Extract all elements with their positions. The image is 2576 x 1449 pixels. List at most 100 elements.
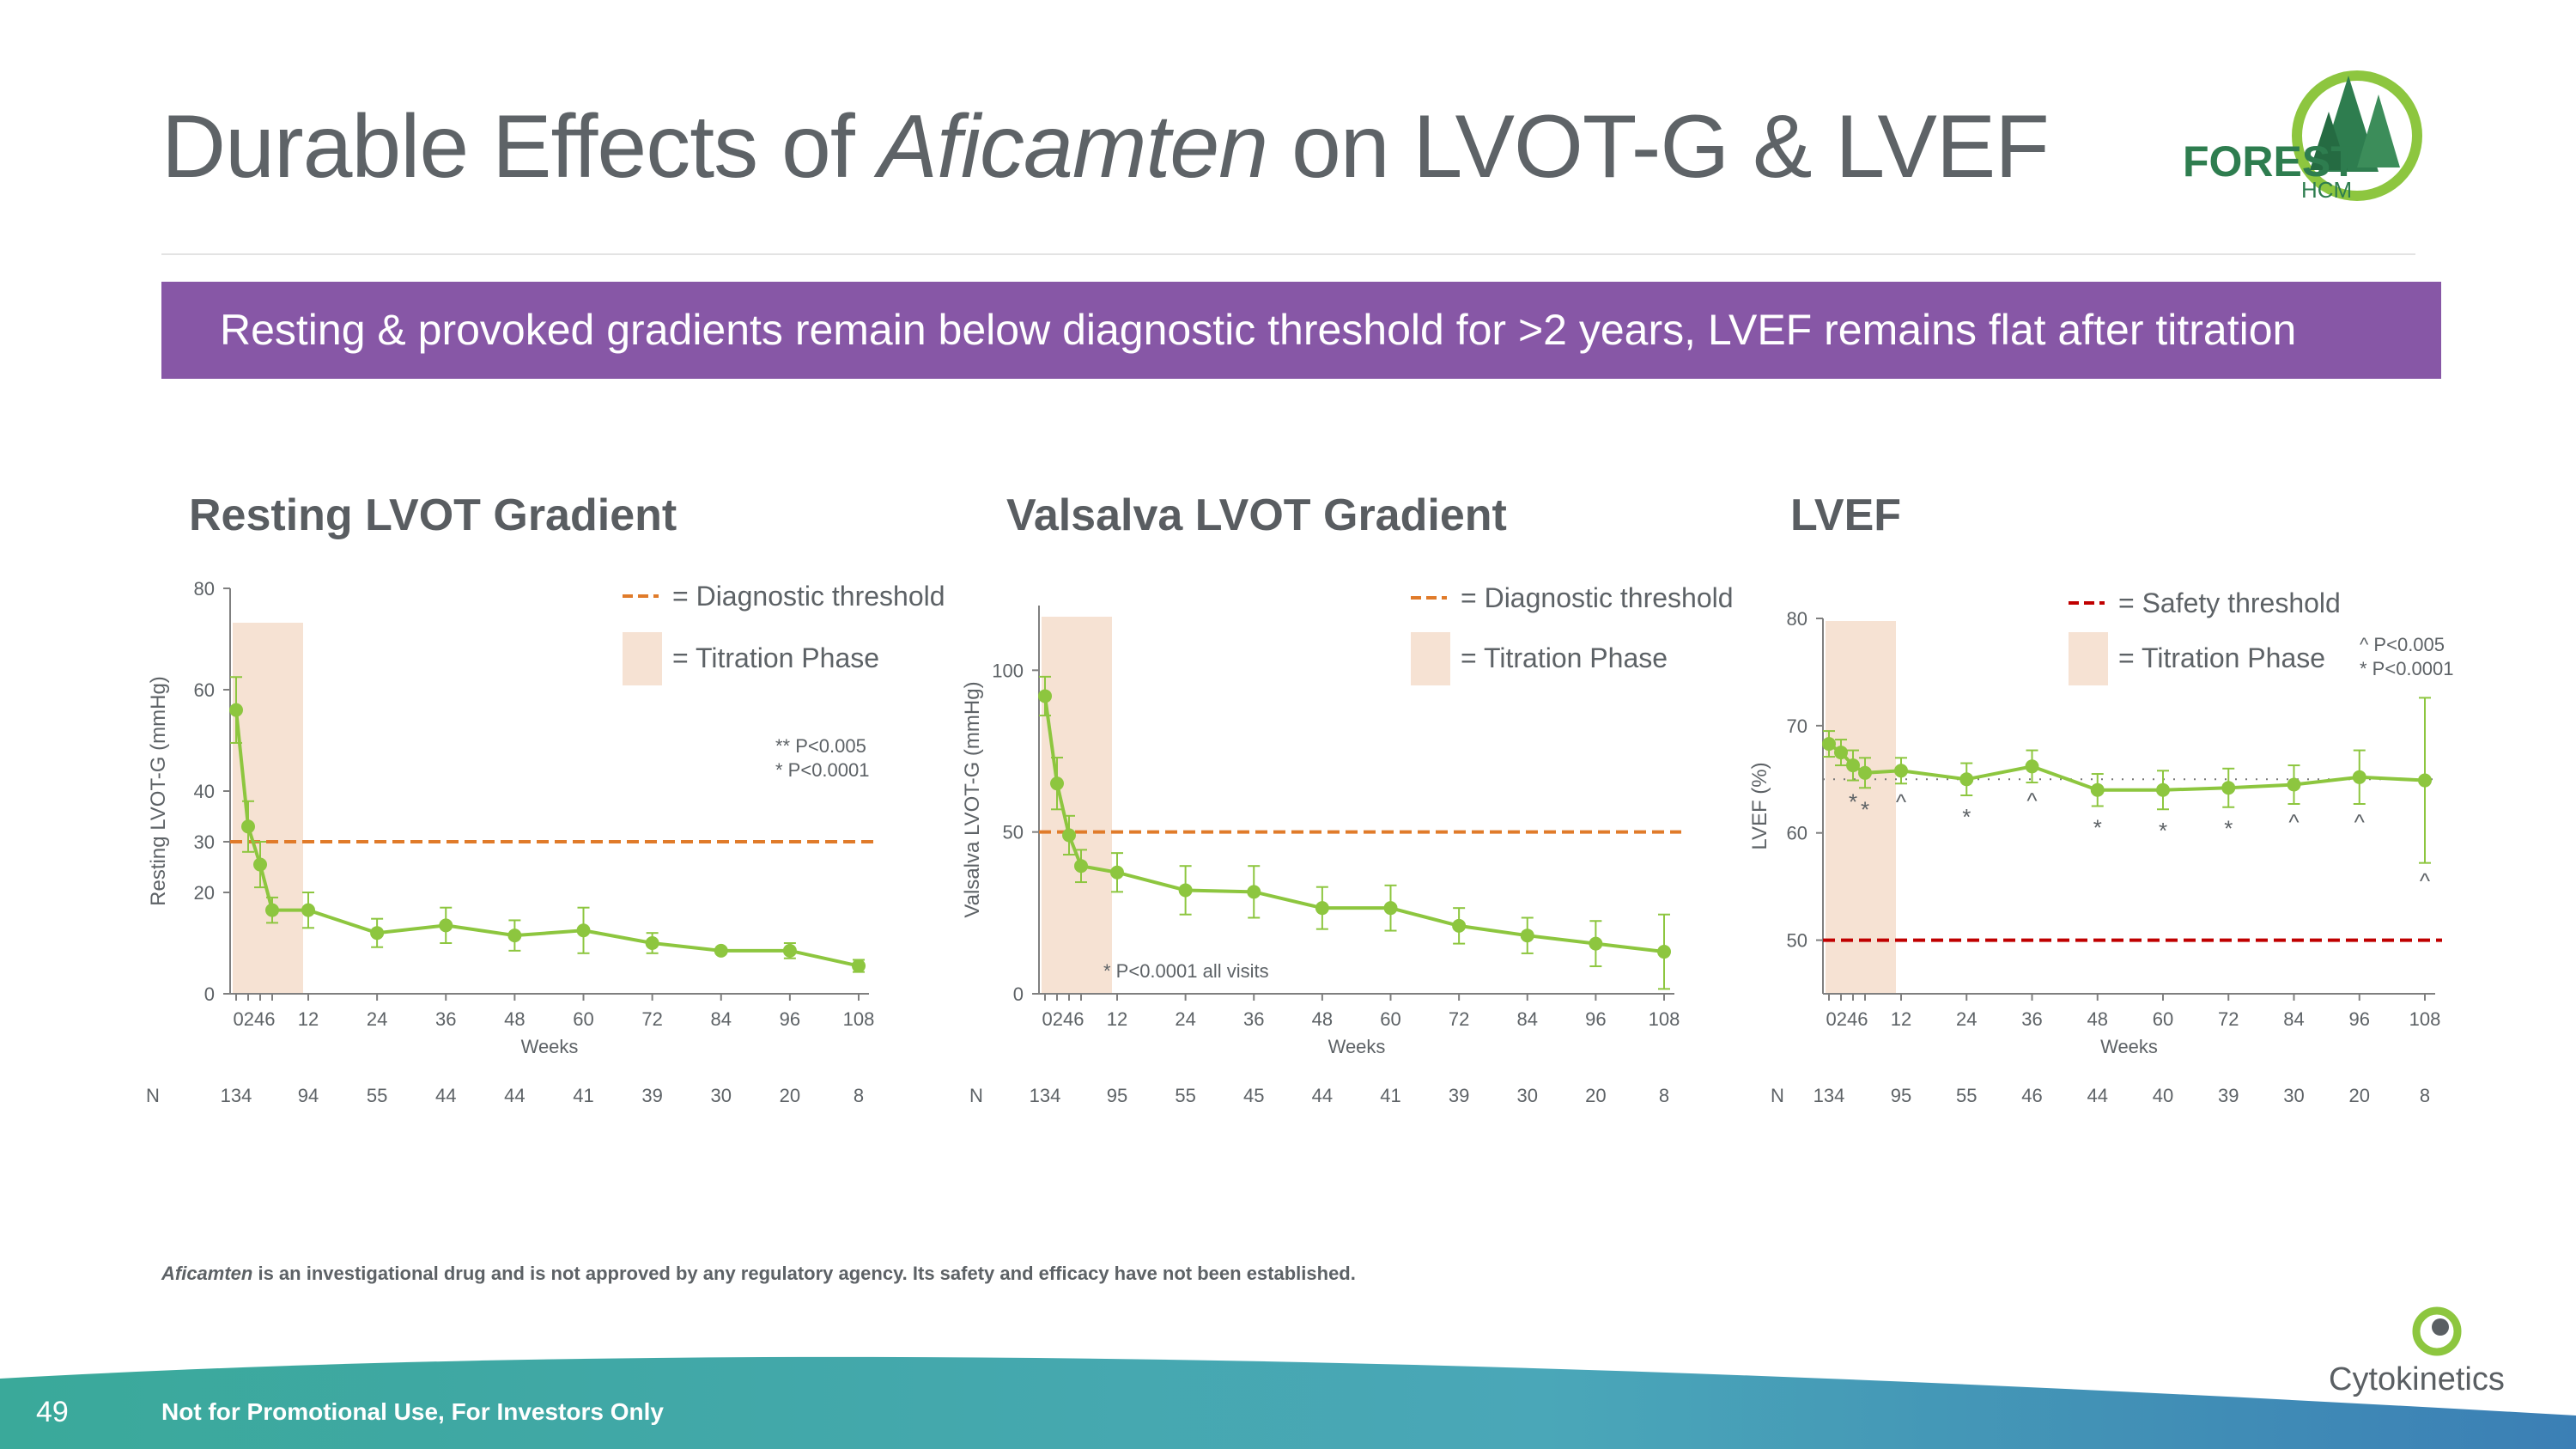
x-tick-label: 72 xyxy=(2218,1008,2239,1030)
significance-marker: * xyxy=(2159,818,2167,843)
data-point xyxy=(576,923,591,938)
data-point xyxy=(265,903,279,917)
data-point xyxy=(1050,776,1064,791)
data-point xyxy=(229,703,243,717)
n-value: 44 xyxy=(504,1085,525,1106)
legend-titration-swatch xyxy=(623,632,662,685)
x-tick-label: 0246 xyxy=(1042,1008,1084,1030)
significance-marker: ^ xyxy=(2354,809,2366,835)
n-value: 55 xyxy=(367,1085,387,1106)
x-tick-label: 60 xyxy=(2153,1008,2173,1030)
panel-title-resting: Resting LVOT Gradient xyxy=(189,490,677,540)
data-point xyxy=(1846,758,1860,773)
data-point xyxy=(439,918,453,933)
legend-titration-swatch xyxy=(2069,632,2108,685)
data-point xyxy=(507,928,522,943)
data-point xyxy=(1894,764,1908,778)
p-value-annotation: * P<0.0001 xyxy=(2360,658,2453,679)
x-tick-label: 48 xyxy=(504,1008,525,1030)
x-axis-label: Weeks xyxy=(1328,1036,1386,1057)
cytokinetics-logo-mark xyxy=(2412,1306,2462,1356)
disclaimer-footnote: Aficamten is an investigational drug and… xyxy=(161,1263,1356,1284)
legend-threshold-label: = Diagnostic threshold xyxy=(672,581,945,612)
n-value: 39 xyxy=(641,1085,662,1106)
forest-hcm-logo: FOREST HCM xyxy=(2183,70,2422,203)
data-point xyxy=(714,943,728,958)
significance-marker: ^ xyxy=(2026,788,2038,813)
svg-text:HCM: HCM xyxy=(2301,177,2352,203)
legend-threshold-label: = Safety threshold xyxy=(2118,588,2341,618)
title-divider xyxy=(161,253,2415,255)
y-tick-label: 60 xyxy=(194,679,215,701)
n-value: 44 xyxy=(1312,1085,1333,1106)
x-tick-label: 12 xyxy=(1891,1008,1911,1030)
n-value: 30 xyxy=(2283,1085,2304,1106)
n-value: 44 xyxy=(435,1085,456,1106)
y-axis-label: Valsalva LVOT-G (mmHg) xyxy=(961,681,984,917)
n-value: 20 xyxy=(2349,1085,2370,1106)
data-point xyxy=(301,903,315,917)
y-tick-label: 50 xyxy=(1787,930,1807,952)
n-value: 30 xyxy=(711,1085,732,1106)
x-tick-label: 96 xyxy=(1585,1008,1606,1030)
y-tick-label: 20 xyxy=(194,882,215,904)
data-point xyxy=(2156,782,2170,797)
x-tick-label: 36 xyxy=(435,1008,456,1030)
p-value-annotation: * P<0.0001 all visits xyxy=(1103,960,1269,982)
significance-marker: * xyxy=(1861,796,1869,822)
x-tick-label: 96 xyxy=(2349,1008,2370,1030)
significance-marker: * xyxy=(2224,816,2233,842)
x-tick-label: 60 xyxy=(573,1008,593,1030)
x-tick-label: 96 xyxy=(780,1008,800,1030)
data-point xyxy=(782,943,797,958)
data-point xyxy=(2352,770,2366,784)
data-point xyxy=(1657,945,1671,959)
n-value: 45 xyxy=(1243,1085,1264,1106)
p-value-annotation: ** P<0.005 xyxy=(775,735,866,757)
significance-marker: * xyxy=(1849,789,1857,815)
footer-wave xyxy=(0,1356,2576,1449)
n-value: 134 xyxy=(221,1085,252,1106)
n-row-label: N xyxy=(146,1085,160,1106)
n-value: 20 xyxy=(1585,1085,1606,1106)
legend-threshold-label: = Diagnostic threshold xyxy=(1461,582,1734,613)
significance-marker: ^ xyxy=(2420,868,2431,894)
panel-title-lvef: LVEF xyxy=(1790,490,1902,540)
legend-titration-label: = Titration Phase xyxy=(1461,642,1668,673)
data-point xyxy=(1178,883,1193,898)
x-tick-label: 24 xyxy=(1175,1008,1195,1030)
x-tick-label: 36 xyxy=(2021,1008,2042,1030)
n-value: 30 xyxy=(1517,1085,1538,1106)
chart-resting-lvot: 0 20 30 40 60 80 0246 12 24 36 48 60 72 84 96 108 Weeks R… xyxy=(146,578,945,1106)
data-point xyxy=(1247,885,1261,899)
x-tick-label: 48 xyxy=(1312,1008,1333,1030)
titration-phase-shading xyxy=(233,623,303,994)
p-value-annotation: * P<0.0001 xyxy=(775,759,869,781)
n-value: 94 xyxy=(298,1085,319,1106)
svg-text:FOREST: FOREST xyxy=(2183,137,2357,186)
chart-lvef: 50 60 70 80 0246 12 24 36 48 60 72 84 96 108 Weeks LVEF… xyxy=(1748,588,2453,1106)
x-tick-label: 12 xyxy=(1107,1008,1127,1030)
n-value: 39 xyxy=(2218,1085,2239,1106)
data-point xyxy=(253,857,267,872)
y-axis-label: Resting LVOT-G (mmHg) xyxy=(147,676,170,906)
x-tick-label: 0246 xyxy=(1826,1008,1868,1030)
significance-marker: * xyxy=(2093,815,2102,841)
x-tick-label: 24 xyxy=(367,1008,387,1030)
y-tick-label: 30 xyxy=(194,831,215,853)
x-tick-label: 108 xyxy=(2409,1008,2441,1030)
data-point xyxy=(1822,737,1836,752)
data-point xyxy=(1062,828,1076,843)
x-tick-label: 84 xyxy=(1517,1008,1538,1030)
x-tick-label: 60 xyxy=(1380,1008,1400,1030)
data-point xyxy=(1452,918,1467,933)
n-value: 39 xyxy=(1449,1085,1469,1106)
footer-disclaimer: Not for Promotional Use, For Investors O… xyxy=(161,1398,664,1425)
x-tick-label: 84 xyxy=(711,1008,732,1030)
data-point xyxy=(1315,901,1329,916)
data-point xyxy=(241,819,255,834)
y-tick-label: 0 xyxy=(204,983,215,1005)
page-title: Durable Effects of Aficamten on LVOT-G &… xyxy=(161,97,2050,197)
significance-marker: * xyxy=(1962,804,1971,830)
data-point xyxy=(1959,772,1974,787)
